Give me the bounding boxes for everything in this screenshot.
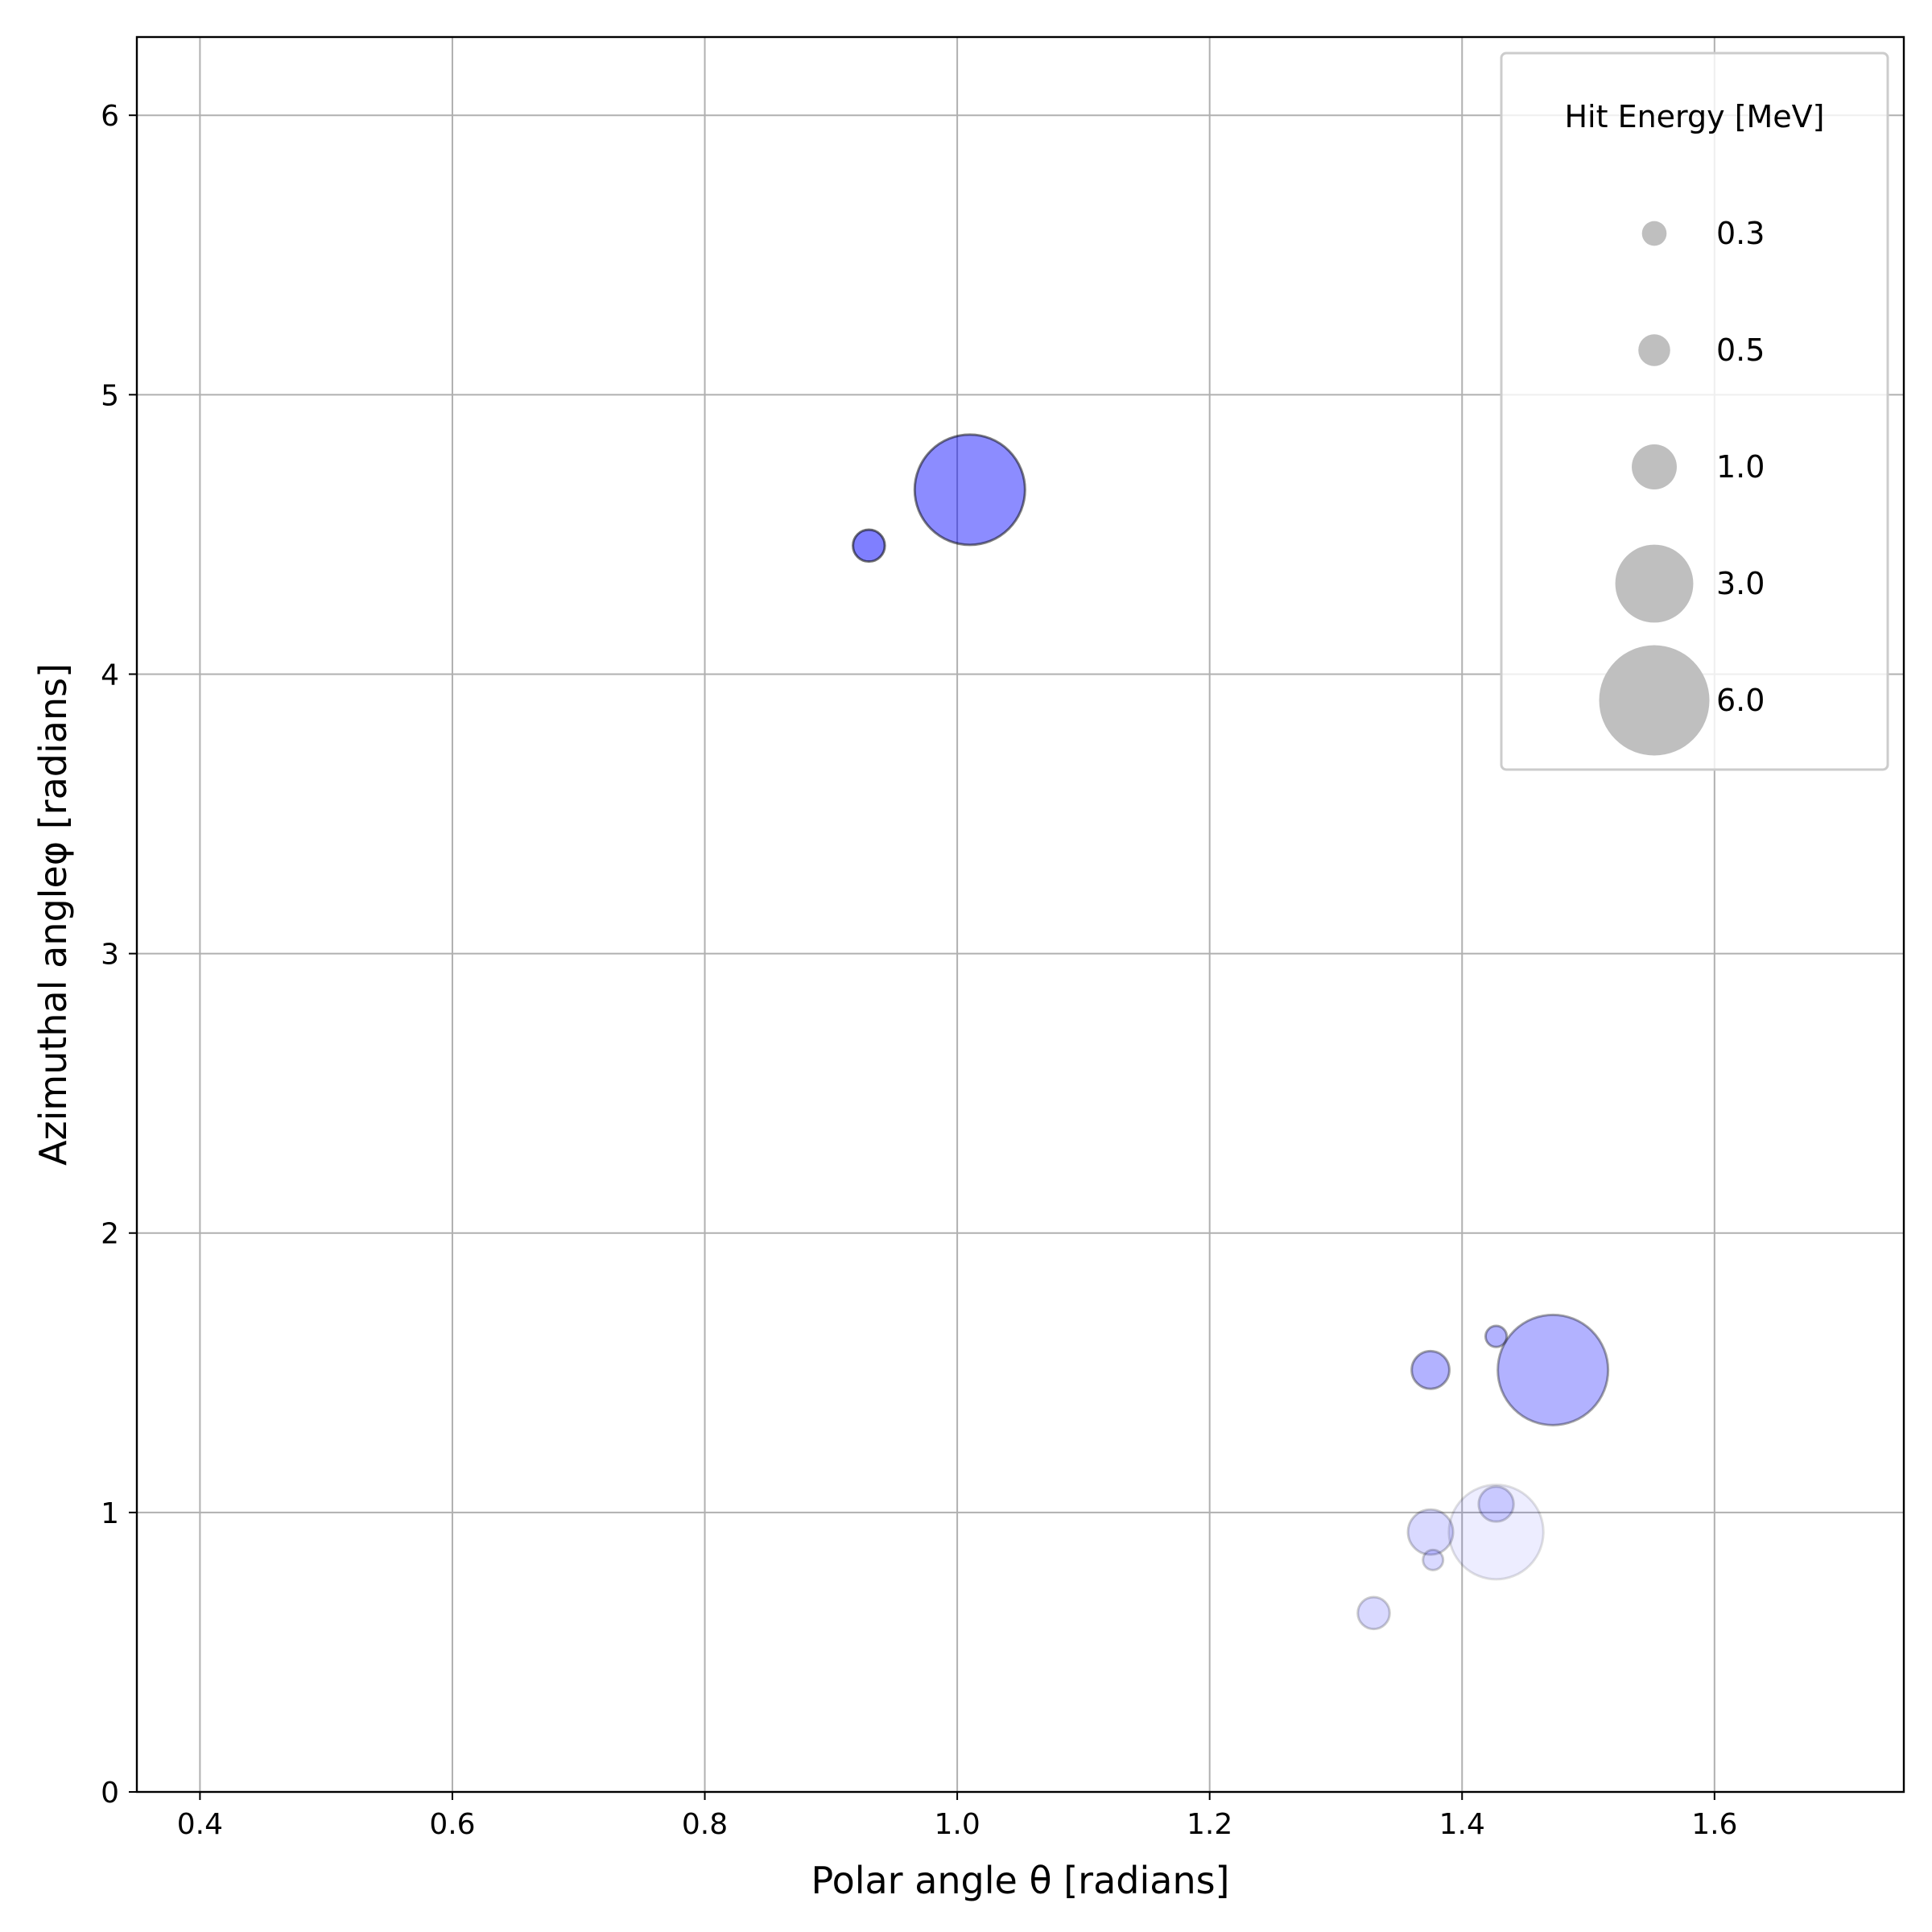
plot-frame	[135, 35, 1905, 1794]
y-tick-label: 6	[101, 100, 119, 133]
data-point	[1410, 1349, 1451, 1390]
data-point	[1422, 1548, 1445, 1571]
legend-entries: 0.3 0.5 1.0 3.0 6.0	[1599, 216, 1765, 756]
y-axis-label: Azimuthal angleφ [radians]	[31, 663, 75, 1166]
x-tick-label: 1.6	[1691, 1808, 1737, 1841]
data-point	[913, 433, 1026, 547]
y-tick-label: 1	[101, 1497, 119, 1530]
data-point	[1356, 1596, 1391, 1631]
y-tick-label: 3	[101, 939, 119, 972]
legend-title: Hit Energy [MeV]	[1564, 99, 1824, 134]
legend-label: 6.0	[1716, 683, 1765, 718]
y-tick-label: 5	[101, 379, 119, 412]
y-tick-label: 2	[101, 1218, 119, 1251]
legend-label: 0.5	[1716, 332, 1765, 368]
x-tick-label: 0.4	[177, 1808, 223, 1841]
data-point	[1484, 1324, 1509, 1348]
x-axis-label: Polar angle θ [radians]	[811, 1859, 1229, 1902]
legend-marker	[1599, 645, 1710, 756]
data-point	[1477, 1485, 1515, 1523]
legend-box	[1500, 52, 1889, 771]
data-point	[1406, 1508, 1455, 1556]
x-tick-label: 1.0	[934, 1808, 980, 1841]
x-tick-label: 0.8	[682, 1808, 728, 1841]
data-point	[1447, 1484, 1545, 1581]
x-tick-label: 0.6	[429, 1808, 475, 1841]
legend: Hit Energy [MeV] 0.3 0.5 1.0 3.0 6.0	[1500, 52, 1889, 771]
y-axis-ticks: 0 1 2 3 4 5 6	[101, 100, 137, 1810]
legend-label: 3.0	[1716, 566, 1765, 601]
data-point	[1496, 1313, 1610, 1426]
y-tick-label: 0	[101, 1777, 119, 1810]
legend-label: 1.0	[1716, 449, 1765, 485]
x-axis-ticks: 0.4 0.6 0.8 1.0 1.2 1.4 1.6	[177, 1792, 1737, 1841]
x-tick-label: 1.4	[1439, 1808, 1485, 1841]
legend-marker	[1632, 444, 1677, 489]
x-tick-label: 1.2	[1187, 1808, 1232, 1841]
legend-marker	[1638, 334, 1670, 366]
data-point	[852, 528, 886, 564]
legend-marker	[1641, 221, 1667, 246]
legend-label: 0.3	[1716, 216, 1765, 251]
y-tick-label: 4	[101, 658, 119, 691]
legend-marker	[1615, 544, 1694, 623]
data-points	[852, 433, 1610, 1631]
